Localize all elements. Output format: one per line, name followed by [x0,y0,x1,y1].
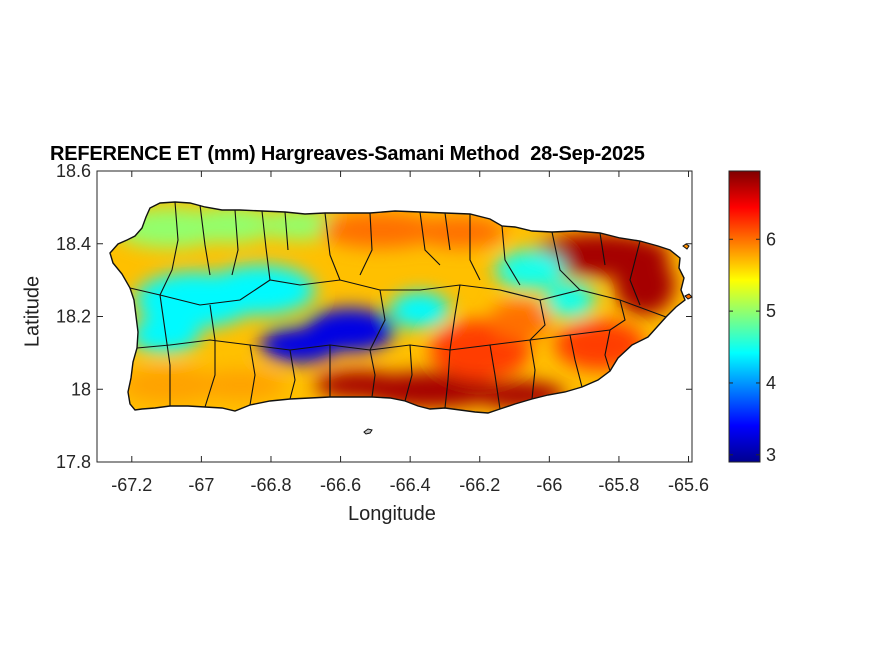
municipality-boundary [444,349,451,409]
municipality-boundary [249,344,256,406]
x-tick-label: -65.6 [668,475,709,495]
municipality-boundary [604,329,611,372]
municipality-boundary [419,211,441,266]
municipality-boundary [551,231,581,291]
et-region-blob [490,300,550,340]
y-tick-label: 17.8 [56,452,91,472]
municipality-boundary [469,214,481,281]
municipality-boundary [404,344,413,402]
municipality-boundary [159,294,171,406]
municipality-boundary [261,210,271,281]
island-outline [109,201,686,414]
x-tick-label: -66.4 [390,475,431,495]
x-tick-label: -67 [188,475,214,495]
et-region-blob [545,282,595,318]
colorbar-tick-label: 6 [766,229,776,249]
chart-title: REFERENCE ET (mm) Hargreaves-Samani Meth… [50,143,645,165]
et-region-blob [390,292,450,328]
municipality-boundary [629,240,641,306]
x-tick-label: -66.6 [320,475,361,495]
municipality-boundary [359,212,373,276]
municipality-boundary [284,211,289,251]
et-region-blob [615,255,675,315]
y-tick-label: 18.4 [56,234,91,254]
caja-de-muertos-islet [363,428,373,435]
et-region-blob [185,207,275,243]
east-islet [682,243,690,250]
municipality-boundary [529,299,546,341]
colorbar [728,170,761,463]
municipality-boundary [444,212,451,251]
municipality-boundary [159,201,179,296]
municipality-boundary [599,232,606,266]
municipality-boundary [569,334,583,388]
et-region-blob [495,250,565,290]
x-tick-label: -65.8 [598,475,639,495]
colorbar-tick-label: 3 [766,445,776,465]
et-region-blob [260,327,340,363]
municipality-boundary [231,209,239,276]
x-tick-label: -67.2 [111,475,152,495]
x-axis: -67.2 -67 -66.8 -66.6 -66.4 -66.2 -66 -65.8 -65.… [111,171,709,495]
x-axis-label: Longitude [348,503,436,525]
municipality-boundary [529,339,536,400]
et-region-blob [415,216,505,248]
municipality-boundary [489,344,501,410]
y-tick-label: 18.2 [56,307,91,327]
municipality-boundary [199,204,211,276]
et-region-blob [260,210,340,240]
et-region-blob [205,265,315,315]
municipality-boundary [449,284,461,351]
y-tick-label: 18 [71,379,91,399]
municipality-boundary [501,225,521,286]
x-tick-label: -66.8 [250,475,291,495]
colorbar-tick-label: 4 [766,373,776,393]
municipality-boundaries [129,201,667,410]
y-tick-label: 18.6 [56,161,91,181]
municipality-boundary [609,299,626,331]
colorbar-ticks: 3 4 5 6 [729,229,776,465]
y-axis-label: Latitude [21,275,44,348]
x-tick-label: -66.2 [459,475,500,495]
east-islet [684,293,693,300]
et-region-blob [130,317,200,353]
municipality-boundary [369,289,386,351]
et-region-blob [195,370,285,400]
municipality-boundary [204,304,216,408]
et-region-blob [315,371,405,399]
colorbar-tick-label: 5 [766,301,776,321]
municipality-boundary [289,349,296,400]
municipality-boundary [324,212,341,281]
et-region-blob [320,212,440,248]
x-tick-label: -66 [536,475,562,495]
municipality-boundary [369,349,376,398]
y-axis: 17.8 18 18.2 18.4 18.6 [56,161,692,472]
